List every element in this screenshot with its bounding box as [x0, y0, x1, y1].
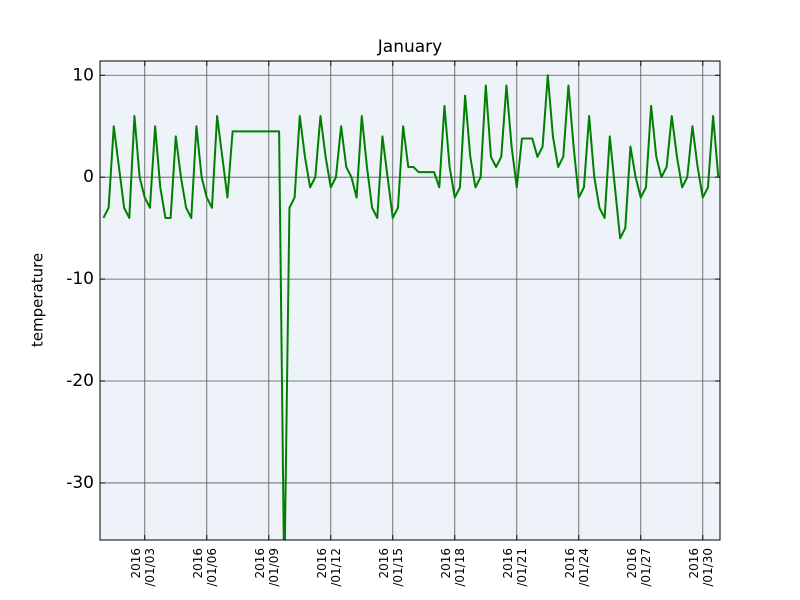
x-tick-label: 2016/01/21: [500, 548, 528, 587]
y-axis-label: temperature: [29, 253, 47, 347]
x-tick-label: 2016/01/06: [190, 548, 218, 587]
y-tick-label: -20: [66, 371, 94, 391]
x-tick-label: 2016/01/27: [624, 548, 652, 587]
x-tick-label: 2016/01/03: [128, 548, 156, 587]
chart-title: January: [377, 37, 442, 57]
y-tick-label: -10: [66, 269, 94, 289]
x-tick-label: 2016/01/18: [438, 548, 466, 587]
x-tick-label: 2016/01/09: [252, 548, 280, 587]
data-line: [102, 74, 720, 540]
x-tick-label: 2016/01/30: [686, 548, 714, 587]
plot-frame: [99, 60, 721, 541]
x-tick-label: 2016/01/12: [314, 548, 342, 587]
x-tick-label: 2016/01/24: [562, 548, 590, 587]
x-tick-label: 2016/01/15: [376, 548, 404, 587]
y-tick-label: 0: [83, 167, 94, 187]
y-tick-label: -30: [66, 473, 94, 493]
plot-area: [100, 61, 720, 540]
y-tick-label: 10: [72, 65, 94, 85]
